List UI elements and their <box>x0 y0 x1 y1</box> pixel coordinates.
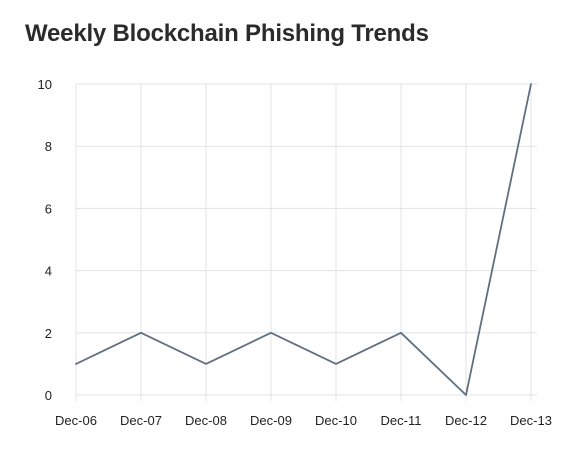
y-axis-ticks: 0 2 4 6 8 10 <box>38 77 52 403</box>
grid <box>75 83 537 401</box>
x-axis-ticks: Dec-06 Dec-07 Dec-08 Dec-09 Dec-10 Dec-11 Dec-… <box>55 413 552 428</box>
series-layer <box>75 83 532 396</box>
y-tick-label: 6 <box>45 201 52 216</box>
y-tick-label: 4 <box>45 264 52 279</box>
y-tick-label: 10 <box>38 77 52 92</box>
x-tick-label: Dec-09 <box>250 413 292 428</box>
x-tick-label: Dec-13 <box>510 413 552 428</box>
x-tick-label: Dec-10 <box>315 413 357 428</box>
x-tick-label: Dec-11 <box>381 413 422 428</box>
x-tick-label: Dec-07 <box>120 413 162 428</box>
y-tick-label: 0 <box>45 388 52 403</box>
x-tick-label: Dec-08 <box>185 413 227 428</box>
x-tick-label: Dec-06 <box>55 413 97 428</box>
series-line <box>75 83 532 396</box>
x-tick-label: Dec-12 <box>445 413 487 428</box>
y-tick-label: 8 <box>45 139 52 154</box>
chart-title: Weekly Blockchain Phishing Trends <box>25 20 429 47</box>
y-tick-label: 2 <box>45 326 52 341</box>
